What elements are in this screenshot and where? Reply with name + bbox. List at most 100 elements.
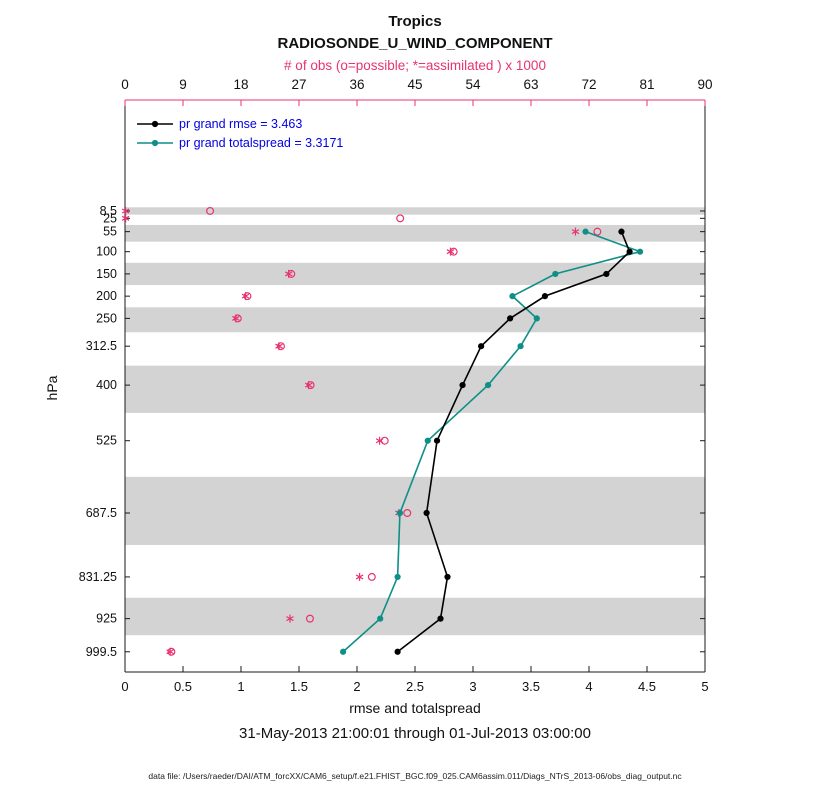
possible-obs-marker: [367, 572, 376, 581]
y-tick-label: 25: [103, 211, 117, 225]
assimilated-obs-marker: [355, 572, 364, 581]
y-tick-label: 999.5: [86, 645, 117, 659]
possible-obs-marker: [593, 227, 602, 236]
possible-obs-marker: [167, 647, 176, 656]
y-tick-label: 8.5: [100, 204, 117, 218]
x-tick-label: 0.5: [174, 679, 192, 694]
y-tick-label: 150: [96, 267, 117, 281]
legend: pr grand rmse = 3.463 pr grand totalspre…: [137, 117, 343, 150]
x-axis-label: rmse and totalspread: [349, 700, 481, 716]
x-tick-label: 3: [469, 679, 476, 694]
totalspread-data-point: [396, 509, 404, 517]
x-tick-label: 2: [353, 679, 360, 694]
totalspread-legend-marker: [151, 139, 159, 147]
possible-obs-marker: [276, 342, 285, 351]
assimilated-obs-marker: [232, 314, 240, 323]
y-axis-label: hPa: [44, 375, 60, 400]
rmse-data-point: [478, 343, 485, 350]
totalspread-data-point: [636, 248, 644, 255]
pressure-bin-band: [125, 207, 705, 215]
y-tick-label: 55: [103, 225, 117, 239]
y-tick-label: 925: [96, 612, 117, 626]
y-tick-label: 200: [96, 289, 117, 303]
totalspread-data-point: [394, 573, 401, 581]
rmse-data-point: [394, 648, 401, 655]
totalspread-data-point: [552, 270, 559, 278]
rmse-data-point: [459, 382, 466, 389]
totalspread-data-point: [339, 648, 347, 655]
rmse-legend-label: pr grand rmse = 3.463: [179, 117, 302, 131]
assimilated-obs-marker: [304, 381, 313, 390]
assimilated-obs-marker: [166, 647, 174, 656]
data-file-note: data file: /Users/raeder/DAI/ATM_forcXX/…: [148, 771, 682, 781]
x-tick-label: 4: [585, 679, 592, 694]
assimilated-obs-marker: [121, 214, 130, 223]
pressure-bin-band: [125, 224, 705, 242]
possible-obs-marker: [305, 614, 314, 623]
rmse-data-point: [603, 270, 610, 278]
x-tick-label: 5: [701, 679, 708, 694]
variable-title: RADIOSONDE_U_WIND_COMPONENT: [277, 35, 552, 52]
obs-axis-tick-label: 18: [233, 77, 248, 92]
assimilated-obs-marker: [446, 247, 455, 256]
totalspread-data-point: [484, 382, 492, 389]
rmse-data-point: [507, 315, 514, 322]
pressure-bin-band: [125, 307, 705, 333]
rmse-data-point: [626, 248, 633, 255]
x-tick-label: 4.5: [638, 679, 656, 694]
rmse-legend-marker: [151, 120, 159, 128]
x-tick-label: 3.5: [522, 679, 540, 694]
totalspread-data-point: [533, 315, 540, 322]
assimilated-obs-marker: [571, 227, 580, 236]
pressure-bin-band: [125, 597, 705, 636]
rmse-data-point: [541, 293, 549, 300]
obs-axis-tick-label: 54: [465, 77, 481, 92]
pressure-bin-band: [125, 476, 705, 545]
pressure-bin-band: [125, 262, 705, 286]
y-tick-label: 400: [96, 378, 117, 392]
y-tick-label: 831.25: [79, 570, 117, 584]
obs-axis-tick-label: 72: [581, 77, 596, 92]
rmse-data-point: [444, 573, 451, 581]
assimilated-obs-marker: [375, 436, 384, 445]
assimilated-obs-marker: [121, 206, 130, 215]
obs-axis-tick-label: 81: [639, 77, 654, 92]
possible-obs-marker: [396, 214, 405, 223]
rmse-data-point: [437, 615, 444, 622]
rmse-data-point: [618, 228, 625, 235]
rmse-data-point: [423, 509, 430, 517]
possible-obs-marker: [206, 206, 215, 215]
assimilated-obs-marker: [286, 614, 294, 623]
x-tick-label: 1.5: [290, 679, 308, 694]
totalspread-legend-label: pr grand totalspread = 3.3171: [179, 136, 343, 150]
obs-axis-title: # of obs (o=possible; *=assimilated ) x …: [284, 58, 546, 73]
assimilated-obs-marker: [241, 292, 250, 301]
obs-axis-tick-label: 0: [121, 77, 129, 92]
y-tick-label: 250: [96, 311, 117, 325]
totalspread-data-point: [509, 293, 516, 300]
x-tick-label: 1: [237, 679, 244, 694]
y-tick-label: 100: [96, 245, 117, 259]
pressure-bin-band: [125, 365, 705, 413]
totalspread-data-point: [424, 437, 431, 444]
x-tick-label: 2.5: [406, 679, 424, 694]
totalspread-data-point: [517, 343, 524, 350]
possible-obs-marker: [403, 508, 412, 517]
obs-axis-tick-label: 63: [523, 77, 538, 92]
totalspread-data-point: [377, 615, 384, 622]
y-tick-label: 312.5: [86, 339, 117, 353]
y-tick-label: 687.5: [86, 506, 117, 520]
assimilated-obs-marker: [275, 342, 283, 351]
rmse-data-point: [433, 437, 441, 444]
obs-axis-tick-label: 27: [291, 77, 306, 92]
chart-layer: 0 0.5 1 1.5 2 2.5 3 3.5 4 4.5 5 0 9 18 27 36 45 54 63 72 81 9…: [79, 77, 713, 694]
region-title: Tropics: [388, 13, 441, 30]
possible-obs-marker: [306, 381, 315, 390]
possible-obs-marker: [233, 314, 242, 323]
y-tick-label: 525: [96, 434, 117, 448]
possible-obs-marker: [380, 436, 389, 445]
obs-axis-tick-label: 36: [349, 77, 364, 92]
possible-obs-marker: [243, 292, 252, 301]
totalspread-data-point: [582, 228, 589, 235]
